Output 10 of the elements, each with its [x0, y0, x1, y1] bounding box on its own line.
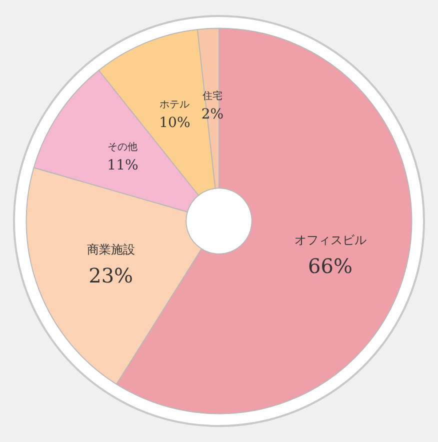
slice-label: ホテル [160, 100, 190, 111]
slice-label: 商業施設 [86, 242, 135, 256]
data-label: 2% [201, 106, 224, 122]
data-label: 66% [308, 254, 352, 278]
data-label: 10% [159, 115, 190, 132]
slice-label: 住宅 [202, 90, 223, 102]
slice-label: その他 [108, 141, 138, 154]
data-label: 23% [88, 263, 134, 288]
slice-label: オフィスビル [294, 233, 366, 248]
data-label: 11% [107, 158, 138, 174]
